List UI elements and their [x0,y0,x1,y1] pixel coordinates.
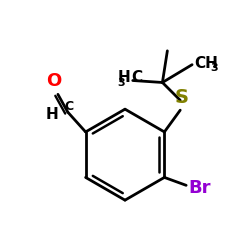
Text: O: O [46,72,62,90]
Text: H: H [45,106,58,122]
Text: CH: CH [194,56,218,71]
Text: 3: 3 [210,63,218,73]
Text: Br: Br [188,179,211,197]
Text: S: S [174,88,188,107]
Text: C: C [131,70,142,85]
Text: H: H [118,70,131,85]
Text: 3: 3 [117,78,125,88]
Text: C: C [64,100,73,113]
